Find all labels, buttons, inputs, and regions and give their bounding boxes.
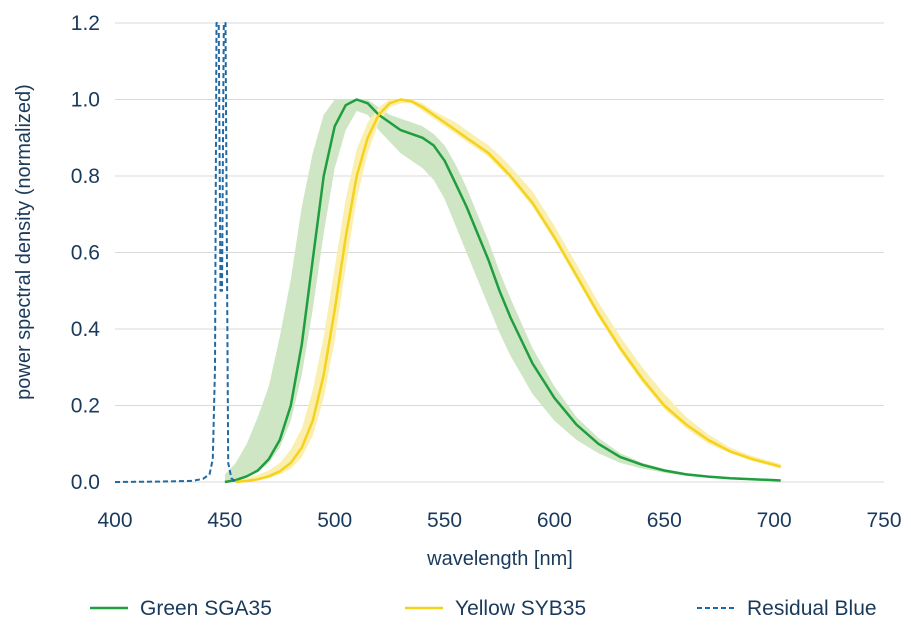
y-tick-label: 0.6	[71, 242, 100, 265]
y-tick-label: 1.0	[71, 89, 100, 112]
series-line	[114, 22, 237, 483]
series-band	[235, 99, 781, 482]
y-tick-label: 0.4	[71, 318, 101, 341]
x-axis-title: wavelength [nm]	[426, 548, 573, 570]
series-line	[235, 98, 782, 484]
x-tick-label: 400	[97, 509, 132, 532]
legend-label: Yellow SYB35	[455, 597, 586, 620]
y-tick-label: 0.2	[71, 395, 100, 418]
y-tick-labels: 0.0 0.2 0.4 0.6 0.8 1.0 1.2	[71, 12, 101, 494]
series-bands	[224, 99, 781, 482]
series-band	[224, 99, 781, 482]
y-tick-label: 0.0	[71, 471, 100, 494]
series-lines	[114, 22, 782, 484]
y-axis-title: power spectral density (normalized)	[13, 84, 35, 400]
y-tick-label: 0.8	[71, 165, 100, 188]
legend-label: Residual Blue	[747, 597, 877, 620]
x-tick-label: 450	[207, 509, 242, 532]
x-tick-label: 750	[866, 509, 901, 532]
x-tick-labels: 400 450 500 550 600 650 700 750	[97, 509, 901, 532]
x-tick-label: 600	[537, 509, 572, 532]
legend: Green SGA35 Yellow SYB35 Residual Blue	[90, 597, 877, 620]
y-tick-label: 1.2	[71, 12, 100, 35]
x-tick-label: 650	[647, 509, 682, 532]
grid-lines	[115, 22, 884, 483]
x-tick-label: 550	[427, 509, 462, 532]
x-tick-label: 500	[317, 509, 352, 532]
x-tick-label: 700	[757, 509, 792, 532]
series-line	[224, 98, 781, 484]
legend-label: Green SGA35	[140, 597, 272, 620]
